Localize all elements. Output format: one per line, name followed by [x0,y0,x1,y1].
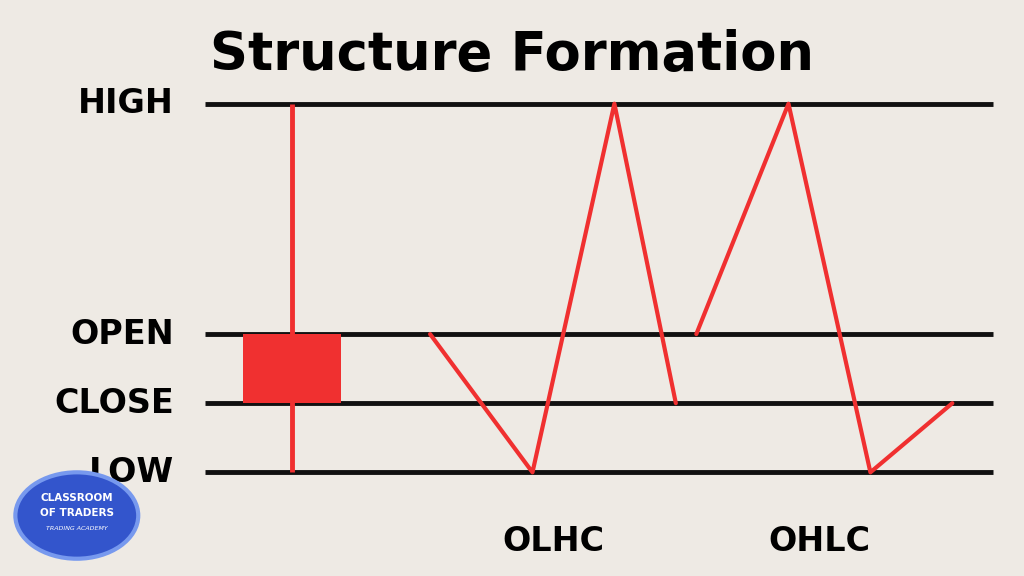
Text: Structure Formation: Structure Formation [210,29,814,81]
Text: CLOSE: CLOSE [54,386,174,420]
Text: OF TRADERS: OF TRADERS [40,507,114,518]
Text: HIGH: HIGH [78,87,174,120]
Bar [243,334,341,403]
Ellipse shape [15,472,138,559]
Text: OLHC: OLHC [502,525,604,558]
Text: TRADING ACADEMY: TRADING ACADEMY [46,526,108,530]
Text: OHLC: OHLC [768,525,870,558]
Text: LOW: LOW [89,456,174,489]
Text: CLASSROOM: CLASSROOM [41,493,113,503]
Text: OPEN: OPEN [71,317,174,351]
